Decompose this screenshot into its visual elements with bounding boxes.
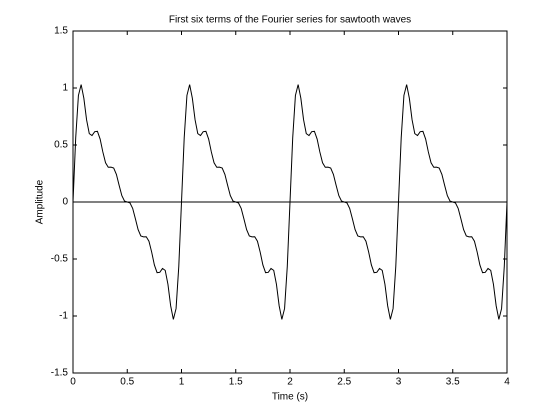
- y-axis-label: Amplitude: [35, 179, 46, 224]
- x-tick-label: 3.5: [446, 377, 460, 388]
- x-tick-label: 0.5: [120, 377, 134, 388]
- chart-title: First six terms of the Fourier series fo…: [169, 15, 411, 26]
- x-axis-label: Time (s): [272, 392, 308, 403]
- x-tick-label: 1: [179, 377, 185, 388]
- y-tick-label: -0.5: [51, 254, 69, 265]
- y-tick-label: 0: [62, 197, 68, 208]
- x-tick-label: 2.5: [337, 377, 351, 388]
- x-tick-label: 2: [287, 377, 293, 388]
- y-tick-label: 1.5: [54, 26, 68, 37]
- x-tick-label: 3: [396, 377, 402, 388]
- x-tick-label: 1.5: [229, 377, 243, 388]
- y-tick-label: 0.5: [54, 140, 68, 151]
- x-tick-label: 4: [504, 377, 510, 388]
- y-tick-label: -1: [59, 311, 68, 322]
- y-tick-label: -1.5: [51, 368, 69, 379]
- x-tick-label: 0: [70, 377, 76, 388]
- y-tick-label: 1: [62, 83, 68, 94]
- data-line: [72, 84, 508, 320]
